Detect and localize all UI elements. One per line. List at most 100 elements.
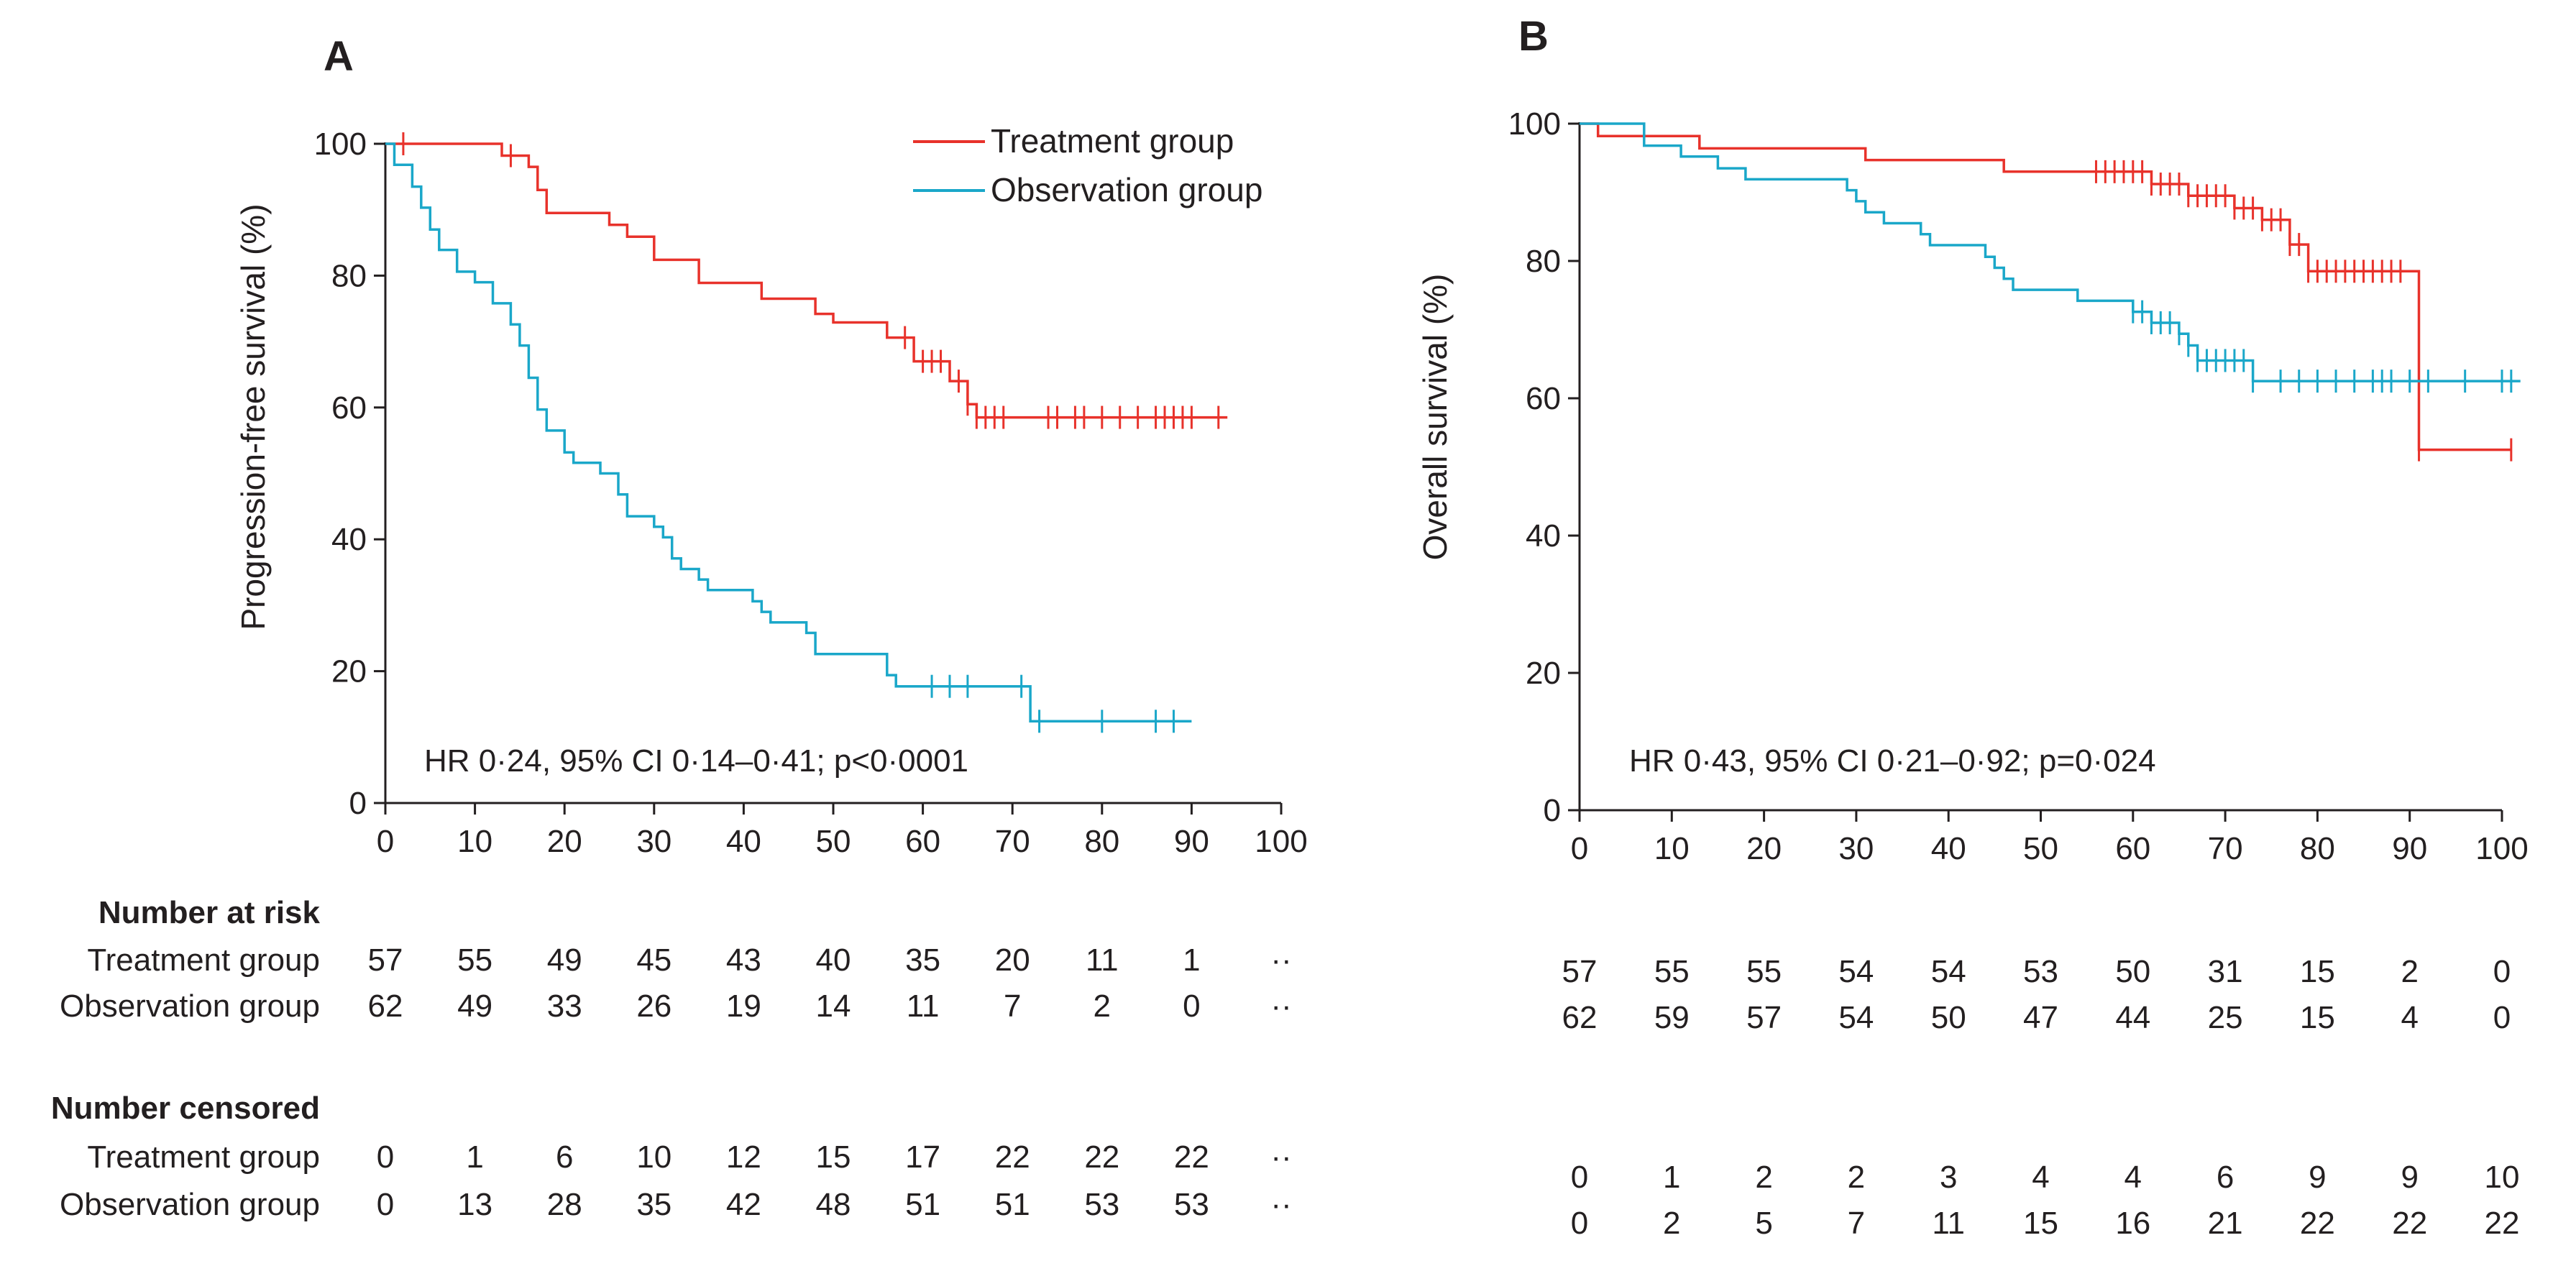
treatment-risk-number: 57	[368, 942, 403, 978]
y-tick-label: 100	[1508, 106, 1561, 142]
panel-a-y-axis-label: Progression-free survival (%)	[234, 203, 272, 630]
observation-censored-number: 53	[1174, 1187, 1209, 1222]
observation-censored-number: 0	[377, 1187, 394, 1222]
treatment-censored-number: 6	[2217, 1160, 2234, 1195]
observation-censored-number: 48	[816, 1187, 851, 1222]
observation-censored-number: 42	[726, 1187, 761, 1222]
observation-risk-number: ··	[1270, 989, 1291, 1024]
treatment-risk-number: 35	[905, 942, 940, 978]
observation-risk-number: 7	[1004, 989, 1021, 1024]
treatment-censored-number: 10	[2485, 1160, 2520, 1195]
treatment-risk-number: 0	[2493, 954, 2511, 989]
treatment-risk-number: 43	[726, 942, 761, 978]
treatment-risk-number: 15	[2300, 954, 2335, 989]
risk-treatment-label: Treatment group	[87, 942, 320, 978]
observation-censored-number: 22	[2485, 1206, 2520, 1241]
x-tick-label: 60	[2115, 831, 2150, 866]
treatment-censored-number: 0	[377, 1139, 394, 1175]
treatment-censored-number: 2	[1755, 1160, 1772, 1195]
observation-survival-line	[1580, 122, 2521, 382]
x-tick-label: 0	[1571, 831, 1588, 866]
treatment-risk-number: 11	[1086, 942, 1119, 978]
y-tick-label: 60	[1526, 381, 1561, 416]
y-tick-label: 20	[1526, 656, 1561, 691]
treatment-censored-number: 22	[995, 1139, 1030, 1175]
observation-censored-number: 51	[905, 1187, 940, 1222]
treatment-risk-number: 50	[2115, 954, 2150, 989]
observation-risk-number: 44	[2115, 1000, 2150, 1035]
observation-censored-number: 15	[2023, 1206, 2058, 1241]
x-tick-label: 90	[1174, 824, 1209, 859]
y-tick-label: 20	[331, 654, 367, 689]
observation-risk-number: 49	[457, 989, 492, 1024]
number-censored-title: Number censored	[51, 1091, 320, 1126]
panel-b-tick-labels: 0 10 20 30 40 50 60 70 80 90 100 0 20 40 60 80 100	[1508, 106, 2529, 866]
observation-risk-number: 2	[1094, 989, 1111, 1024]
x-tick-label: 10	[1654, 831, 1690, 866]
risk-observation-label: Observation group	[60, 989, 320, 1024]
x-tick-label: 30	[1838, 831, 1874, 866]
legend-observation-label: Observation group	[991, 171, 1262, 208]
observation-survival-line	[385, 142, 1192, 723]
panel-a-letter: A	[324, 33, 354, 80]
treatment-censored-number: 17	[905, 1139, 940, 1175]
y-tick-label: 100	[314, 127, 367, 162]
x-tick-label: 40	[1931, 831, 1966, 866]
x-tick-label: 20	[547, 824, 582, 859]
x-tick-label: 100	[1255, 824, 1307, 859]
treatment-risk-number: 40	[816, 942, 851, 978]
treatment-censored-number: 3	[1940, 1160, 1957, 1195]
treatment-risk-number: 1	[1183, 942, 1200, 978]
x-tick-label: 30	[636, 824, 671, 859]
observation-risk-number: 50	[1931, 1000, 1966, 1035]
treatment-risk-number: 57	[1562, 954, 1598, 989]
observation-risk-number: 33	[547, 989, 582, 1024]
panel-a-annotation: HR 0·24, 95% CI 0·14–0·41; p<0·0001	[424, 743, 968, 779]
treatment-risk-number: 54	[1931, 954, 1966, 989]
x-tick-label: 20	[1746, 831, 1782, 866]
y-tick-label: 0	[1544, 793, 1561, 828]
panel-b-survival-curves	[1580, 122, 2521, 451]
panel-b-axes	[1568, 122, 2503, 822]
treatment-risk-number: 55	[457, 942, 492, 978]
x-tick-label: 70	[995, 824, 1030, 859]
observation-risk-number: 14	[816, 989, 851, 1024]
observation-censored-number: 53	[1084, 1187, 1119, 1222]
legend-treatment-label: Treatment group	[991, 122, 1234, 160]
x-tick-label: 50	[2023, 831, 2058, 866]
treatment-risk-number: 53	[2023, 954, 2058, 989]
treatment-censored-number: 22	[1174, 1139, 1209, 1175]
treatment-censored-number: 9	[2309, 1160, 2326, 1195]
observation-censored-number: ··	[1270, 1187, 1291, 1222]
treatment-censored-number: 1	[466, 1139, 483, 1175]
observation-censored-number: 28	[547, 1187, 582, 1222]
observation-risk-number: 11	[907, 989, 940, 1024]
treatment-risk-number: 54	[1838, 954, 1874, 989]
treatment-censored-number: 10	[636, 1139, 671, 1175]
treatment-censored-number: 22	[1084, 1139, 1119, 1175]
observation-risk-number: 19	[726, 989, 761, 1024]
x-tick-label: 90	[2392, 831, 2427, 866]
panel-b-letter: B	[1518, 13, 1549, 60]
panel-a-survival-curves	[385, 142, 1228, 723]
treatment-censored-number: 6	[556, 1139, 573, 1175]
observation-censored-number: 21	[2208, 1206, 2243, 1241]
x-tick-label: 60	[905, 824, 940, 859]
treatment-risk-number: 2	[2401, 954, 2418, 989]
treatment-survival-line	[1580, 122, 2511, 451]
observation-censored-number: 51	[995, 1187, 1030, 1222]
treatment-censored-number: 4	[2032, 1160, 2049, 1195]
y-tick-label: 40	[1526, 518, 1561, 554]
x-tick-label: 10	[457, 824, 492, 859]
treatment-censored-number: ··	[1270, 1139, 1291, 1175]
treatment-risk-number: 45	[636, 942, 671, 978]
panel-b-y-axis-label: Overall survival (%)	[1416, 274, 1454, 561]
x-tick-label: 100	[2475, 831, 2528, 866]
y-tick-label: 0	[349, 786, 367, 821]
observation-risk-number: 26	[636, 989, 671, 1024]
treatment-censored-number: 0	[1571, 1160, 1588, 1195]
treatment-risk-number: 31	[2208, 954, 2243, 989]
treatment-censored-number: 9	[2401, 1160, 2418, 1195]
treatment-risk-number: 55	[1654, 954, 1690, 989]
